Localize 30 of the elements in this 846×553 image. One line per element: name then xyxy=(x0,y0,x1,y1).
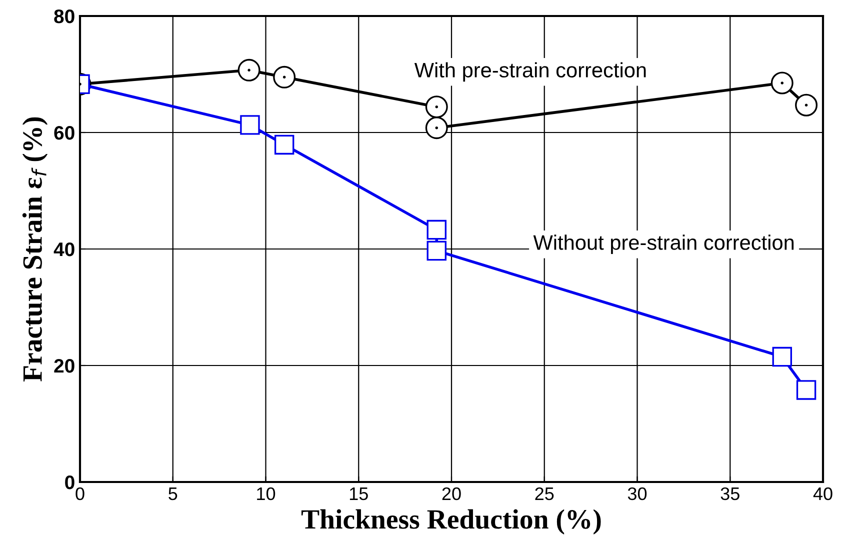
point xyxy=(425,96,448,118)
point xyxy=(274,134,294,155)
x-tick-label: 15 xyxy=(350,488,368,500)
x-tick-label: 20 xyxy=(442,487,461,500)
point xyxy=(425,116,448,140)
point xyxy=(770,72,794,94)
point xyxy=(795,94,818,116)
x-tick-label: 25 xyxy=(535,487,554,500)
point xyxy=(426,240,447,261)
point xyxy=(796,380,816,400)
point xyxy=(240,115,260,135)
y-axis-title: Fracture Strain ε$_{f}$ (%) xyxy=(22,117,48,382)
y-tick-label: 80 xyxy=(54,9,74,24)
series-label: With pre-strain correction xyxy=(414,62,646,82)
x-tick-label: 0 xyxy=(76,487,84,500)
y-tick-label: 40 xyxy=(54,242,74,256)
x-tick-label: 40 xyxy=(813,487,832,500)
x-axis-title: Thickness Reduction (%) xyxy=(301,509,601,534)
y-tick-label: 0 xyxy=(65,475,74,490)
y-tick-label: 20 xyxy=(54,358,74,373)
series-label: Without pre-strain correction xyxy=(533,234,794,254)
x-tick-label: 5 xyxy=(168,488,178,500)
point xyxy=(238,58,260,82)
y-tick-label: 60 xyxy=(54,126,74,140)
point xyxy=(273,66,296,88)
x-tick-label: 10 xyxy=(257,487,276,500)
point xyxy=(772,346,792,367)
x-tick-label: 35 xyxy=(720,487,740,500)
point xyxy=(426,220,447,240)
x-tick-label: 30 xyxy=(628,487,647,500)
